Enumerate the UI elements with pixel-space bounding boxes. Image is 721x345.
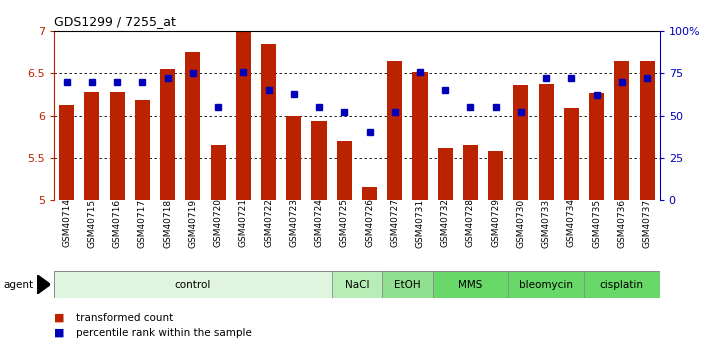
Text: GSM40733: GSM40733 — [541, 198, 551, 247]
Bar — [438, 148, 453, 200]
Bar — [433, 271, 508, 298]
Text: GSM40737: GSM40737 — [642, 198, 652, 247]
Bar — [211, 145, 226, 200]
Text: ■: ■ — [54, 328, 65, 338]
Bar — [382, 271, 433, 298]
Text: GSM40724: GSM40724 — [314, 198, 324, 247]
Bar — [463, 145, 478, 200]
Bar — [160, 69, 175, 200]
Text: GSM40715: GSM40715 — [87, 198, 97, 247]
Bar — [286, 116, 301, 200]
Text: GSM40729: GSM40729 — [491, 198, 500, 247]
Text: GSM40732: GSM40732 — [441, 198, 450, 247]
Bar — [564, 108, 579, 200]
Bar — [54, 271, 332, 298]
Polygon shape — [37, 275, 50, 294]
Text: GDS1299 / 7255_at: GDS1299 / 7255_at — [54, 16, 176, 29]
Text: GSM40721: GSM40721 — [239, 198, 248, 247]
Text: GSM40730: GSM40730 — [516, 198, 526, 247]
Text: GSM40736: GSM40736 — [617, 198, 627, 247]
Text: GSM40718: GSM40718 — [163, 198, 172, 247]
Text: bleomycin: bleomycin — [519, 280, 573, 289]
Bar — [508, 271, 584, 298]
Text: GSM40719: GSM40719 — [188, 198, 198, 247]
Text: GSM40723: GSM40723 — [289, 198, 298, 247]
Bar — [135, 100, 150, 200]
Text: GSM40735: GSM40735 — [592, 198, 601, 247]
Text: control: control — [174, 280, 211, 289]
Bar — [332, 271, 382, 298]
Text: GSM40731: GSM40731 — [415, 198, 425, 247]
Bar — [387, 61, 402, 200]
Text: GSM40728: GSM40728 — [466, 198, 475, 247]
Text: GSM40720: GSM40720 — [213, 198, 223, 247]
Bar — [412, 72, 428, 200]
Text: GSM40734: GSM40734 — [567, 198, 576, 247]
Bar — [337, 141, 352, 200]
Text: EtOH: EtOH — [394, 280, 420, 289]
Bar — [59, 105, 74, 200]
Text: transformed count: transformed count — [76, 313, 173, 323]
Bar — [513, 85, 528, 200]
Bar — [261, 44, 276, 200]
Bar — [84, 92, 99, 200]
Text: agent: agent — [4, 280, 34, 289]
Text: GSM40725: GSM40725 — [340, 198, 349, 247]
Text: NaCl: NaCl — [345, 280, 369, 289]
Text: GSM40717: GSM40717 — [138, 198, 147, 247]
Bar — [362, 187, 377, 200]
Bar — [640, 61, 655, 200]
Text: GSM40722: GSM40722 — [264, 198, 273, 247]
Bar — [236, 31, 251, 200]
Bar — [614, 61, 629, 200]
Text: GSM40714: GSM40714 — [62, 198, 71, 247]
Text: GSM40716: GSM40716 — [112, 198, 122, 247]
Text: GSM40727: GSM40727 — [390, 198, 399, 247]
Bar — [589, 93, 604, 200]
Text: ■: ■ — [54, 313, 65, 323]
Text: MMS: MMS — [459, 280, 482, 289]
Bar — [539, 84, 554, 200]
Bar — [488, 151, 503, 200]
Text: percentile rank within the sample: percentile rank within the sample — [76, 328, 252, 338]
Bar — [584, 271, 660, 298]
Bar — [185, 52, 200, 200]
Bar — [110, 92, 125, 200]
Bar — [311, 121, 327, 200]
Text: cisplatin: cisplatin — [600, 280, 644, 289]
Text: GSM40726: GSM40726 — [365, 198, 374, 247]
